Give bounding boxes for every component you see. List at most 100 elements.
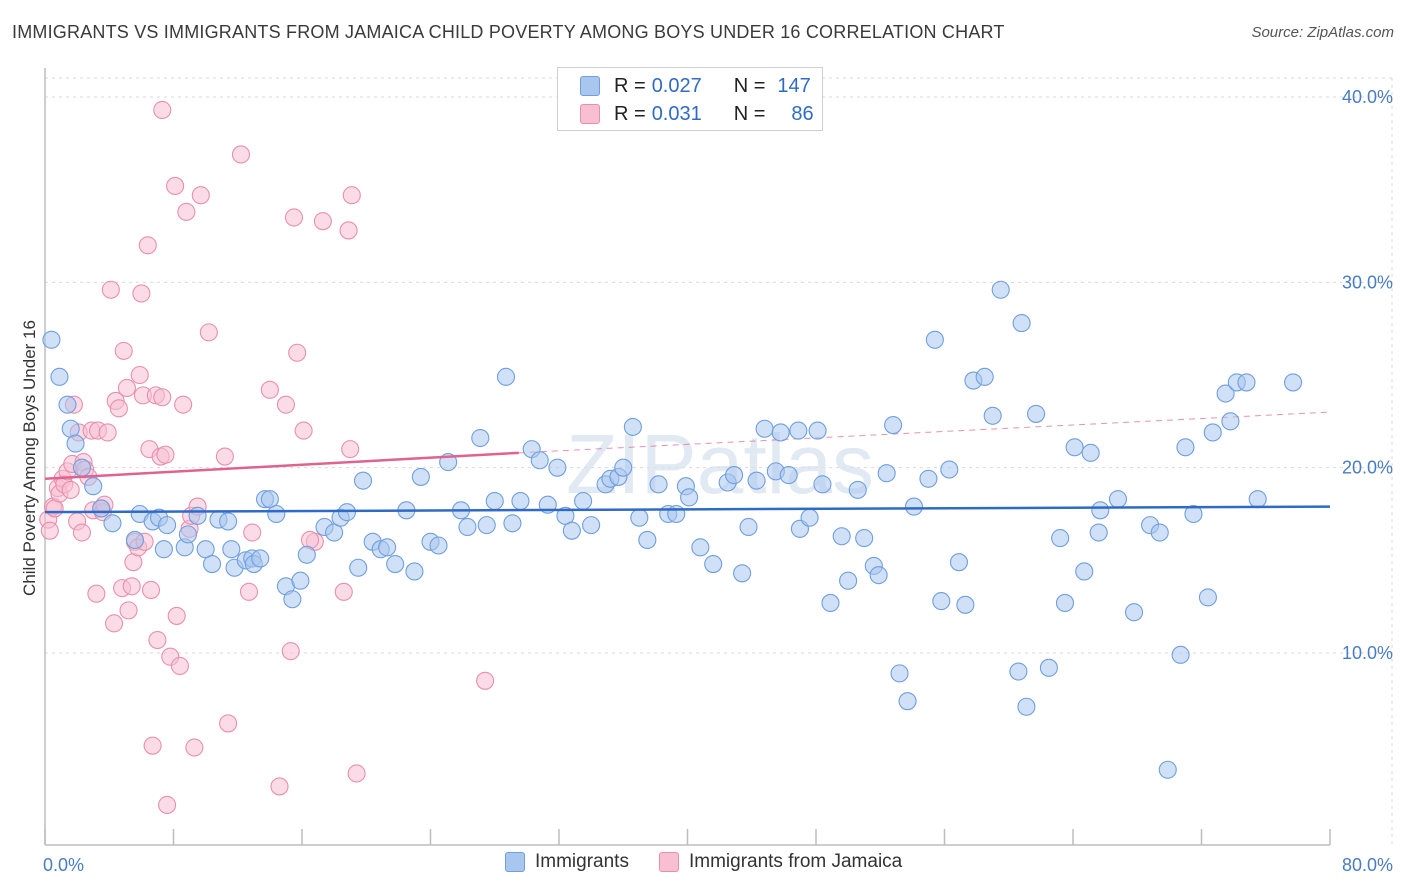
legend-r-label: R = — [614, 74, 646, 97]
data-point — [291, 571, 310, 590]
y-axis-title: Child Poverty Among Boys Under 16 — [20, 320, 39, 596]
data-point — [154, 540, 173, 559]
data-point — [243, 523, 262, 542]
data-point — [72, 523, 91, 542]
data-point — [821, 593, 840, 613]
legend-swatch-jamaica — [658, 852, 679, 872]
legend-r-label: R = — [614, 102, 646, 125]
data-point — [337, 503, 357, 522]
data-point — [755, 419, 774, 438]
data-point — [191, 186, 210, 205]
trend-lines-solid — [44, 451, 1331, 514]
data-point — [1081, 443, 1100, 462]
data-point — [884, 415, 903, 435]
data-point — [219, 714, 238, 733]
legend-label-immigrants: Immigrants — [535, 851, 629, 872]
data-point — [231, 145, 251, 164]
data-point — [680, 488, 699, 507]
data-point — [148, 630, 167, 650]
data-point — [405, 562, 424, 581]
data-point — [614, 458, 633, 477]
data-points — [39, 100, 1303, 815]
data-point — [898, 692, 917, 711]
series-legend: Immigrants Immigrants from Jamaica — [505, 851, 932, 873]
data-point — [281, 642, 300, 661]
data-point — [458, 517, 477, 537]
data-point — [40, 521, 59, 540]
data-point — [477, 516, 496, 535]
data-point — [1216, 384, 1235, 403]
chart-title: IMMIGRANTS VS IMMIGRANTS FROM JAMAICA CH… — [12, 22, 1005, 42]
legend-r-value: 0.031 — [651, 102, 702, 125]
data-point — [50, 367, 69, 386]
series-immigrants — [42, 280, 1303, 779]
data-point — [101, 280, 120, 299]
data-point — [222, 540, 241, 559]
x-tick-label: 0.0% — [43, 855, 84, 875]
data-point — [239, 582, 259, 601]
data-point — [199, 323, 218, 342]
data-point — [153, 100, 172, 120]
data-point — [143, 736, 162, 755]
data-point — [353, 471, 373, 490]
data-point — [855, 529, 874, 548]
data-point — [141, 580, 161, 600]
legend-item-immigrants[interactable]: Immigrants — [505, 851, 629, 873]
data-point — [219, 512, 238, 531]
data-point — [185, 738, 204, 757]
data-point — [649, 475, 668, 494]
data-point — [341, 440, 360, 459]
trend-lines — [518, 411, 1331, 454]
watermark: ZIPatlas — [566, 417, 874, 511]
data-point — [667, 504, 686, 524]
data-point — [386, 554, 405, 574]
data-point — [932, 592, 951, 611]
legend-n-label: N = — [733, 102, 766, 125]
data-point — [890, 664, 909, 683]
data-point — [130, 365, 149, 385]
data-point — [476, 671, 495, 690]
data-point — [105, 614, 124, 633]
data-point — [188, 506, 207, 525]
data-point — [496, 367, 516, 386]
data-point — [725, 466, 744, 485]
data-point — [733, 564, 752, 583]
trend-line-immigrants — [44, 505, 1331, 514]
trend-line-jamaica — [44, 451, 519, 481]
legend-item-jamaica[interactable]: Immigrants from Jamaica — [658, 851, 903, 873]
data-point — [991, 280, 1010, 299]
legend-label-jamaica: Immigrants from Jamaica — [688, 851, 903, 872]
data-point — [582, 516, 601, 535]
data-point — [1124, 603, 1144, 622]
axes — [44, 68, 1331, 846]
data-point — [334, 582, 353, 601]
data-point — [1039, 658, 1058, 677]
data-point — [1248, 490, 1267, 509]
data-point — [203, 554, 222, 574]
data-point — [925, 330, 944, 349]
y-tick-label: 10.0% — [1342, 643, 1393, 663]
data-point — [1203, 423, 1222, 442]
data-point — [300, 530, 320, 549]
data-point — [1012, 314, 1031, 333]
data-point — [170, 656, 189, 676]
data-point — [975, 367, 994, 386]
data-point — [949, 553, 969, 572]
data-point — [92, 499, 111, 518]
data-point — [1027, 404, 1046, 423]
data-point — [270, 777, 289, 796]
data-point — [919, 469, 938, 488]
data-point — [485, 491, 504, 511]
data-point — [174, 395, 193, 414]
data-point — [1065, 438, 1084, 457]
data-point — [347, 764, 366, 783]
data-point — [411, 467, 430, 486]
data-point — [832, 527, 851, 546]
data-point — [109, 399, 128, 418]
data-point — [349, 558, 368, 577]
data-point — [574, 491, 593, 511]
data-point — [562, 521, 581, 540]
data-point — [251, 549, 270, 568]
data-point — [1051, 529, 1070, 548]
